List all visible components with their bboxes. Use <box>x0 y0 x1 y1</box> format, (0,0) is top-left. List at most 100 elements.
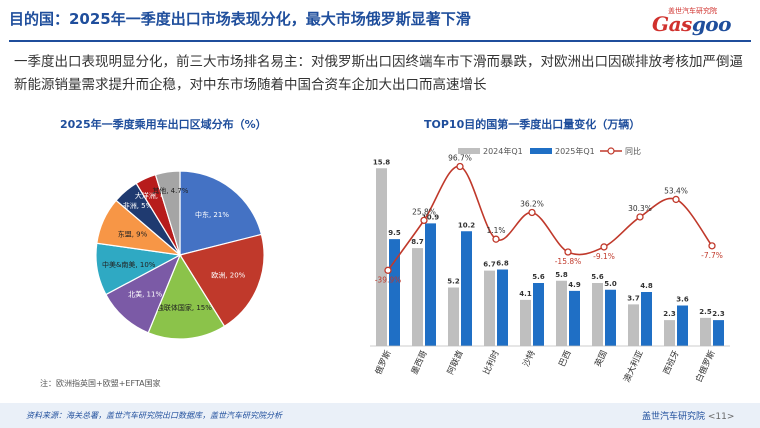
bar-2024-7 <box>628 304 639 346</box>
legend-swatch-1 <box>530 148 552 154</box>
category-label-1: 墨西哥 <box>410 349 430 377</box>
bar-line-chart: 2024年Q1 2025年Q1 同比 15.8 9.5 俄罗斯 8.7 10.9 墨西哥 5.2 1… <box>370 146 730 384</box>
yoy-label-5: -15.8% <box>555 257 582 266</box>
category-label-3: 比利时 <box>481 348 502 376</box>
pie-slice-0 <box>179 170 263 256</box>
yoy-point-1 <box>420 216 428 225</box>
category-label-5: 巴西 <box>557 349 573 369</box>
footer-brand-name: 盖世汽车研究院 <box>642 412 706 422</box>
yoy-label-2: 96.7% <box>448 154 472 163</box>
bar-2024-label-1: 8.7 <box>411 238 424 246</box>
bar-2024-label-0: 15.8 <box>373 158 390 166</box>
source-note: 资料来源：海关总署，盖世汽车研究院出口数据库，盖世汽车研究院分析 <box>26 411 282 420</box>
bar-2024-label-2: 5.2 <box>447 278 460 286</box>
legend-label-0: 2024年Q1 <box>483 146 523 156</box>
category-label-4: 沙特 <box>521 348 538 369</box>
yoy-point-7 <box>636 213 644 221</box>
yoy-label-3: 1.1% <box>486 226 505 235</box>
bar-2025-label-9: 2.3 <box>712 310 725 318</box>
yoy-label-7: 30.3% <box>628 204 652 213</box>
logo-cn-text: 盖世汽车研究院 <box>668 7 717 15</box>
bar-2025-label-0: 9.5 <box>388 229 401 237</box>
pie-label-4: 中美&南美, 10% <box>102 260 156 269</box>
bar-2024-label-9: 2.5 <box>699 308 712 316</box>
summary-text: 一季度出口表现明显分化，前三大市场排名易主：对俄罗斯出口因终端车市下滑而暴跌，对… <box>14 54 743 93</box>
legend-swatch-0 <box>458 148 480 154</box>
title-divider <box>9 40 751 42</box>
bar-2024-5 <box>556 280 567 346</box>
yoy-point-3 <box>492 235 500 243</box>
bar-2024-label-6: 5.6 <box>591 273 604 281</box>
bar-2024-label-4: 4.1 <box>519 290 532 298</box>
yoy-point-4 <box>528 208 536 217</box>
bar-2025-3 <box>497 269 508 346</box>
pie-label-6: 非洲, 5% <box>123 201 153 210</box>
logo-en-b: goo <box>691 12 732 36</box>
bar-2025-9 <box>713 320 724 346</box>
yoy-point-0 <box>384 266 392 274</box>
legend-marker-2 <box>607 147 615 155</box>
yoy-point-8 <box>672 195 680 204</box>
logo-en-text: Gasgoo <box>652 12 731 36</box>
yoy-label-1: 25.8% <box>412 207 436 216</box>
bar-2024-label-5: 5.8 <box>555 271 568 279</box>
yoy-label-0: -39.9% <box>375 275 402 284</box>
bar-2025-5 <box>569 290 580 346</box>
category-label-0: 俄罗斯 <box>373 348 394 376</box>
category-label-8: 西班牙 <box>661 349 682 377</box>
yoy-point-9 <box>708 242 716 250</box>
pie-label-1: 欧洲, 20% <box>211 270 245 279</box>
yoy-point-2 <box>456 162 464 171</box>
yoy-point-5 <box>564 248 572 256</box>
category-label-7: 澳大利亚 <box>621 348 646 384</box>
bar-2024-label-8: 2.3 <box>663 310 676 318</box>
bar-2025-2 <box>461 231 472 346</box>
bar-2024-4 <box>520 299 531 346</box>
bar-2025-1 <box>425 223 436 346</box>
pie-chart-title: 2025年一季度乘用车出口区域分布（%） <box>60 118 267 131</box>
pie-slice-1 <box>179 233 265 328</box>
bar-chart-title: TOP10目的国第一季度出口量变化（万辆） <box>424 118 641 131</box>
bar-2024-label-3: 6.7 <box>483 261 496 269</box>
bar-2025-0 <box>389 239 400 346</box>
pie-chart: 中东, 21% 欧洲, 20% 独联体国家, 15% 北美, 11% 中美&南美, 10… <box>95 170 265 340</box>
yoy-label-8: 53.4% <box>664 186 688 195</box>
category-label-6: 英国 <box>593 349 610 369</box>
pie-chart-note: 注：欧洲指英国+欧盟+EFTA国家 <box>40 379 161 388</box>
bar-2024-9 <box>700 317 711 346</box>
legend-label-1: 2025年Q1 <box>555 146 595 156</box>
logo-en-a: Gas <box>652 12 692 36</box>
yoy-label-9: -7.7% <box>701 251 723 260</box>
pie-label-7: 大洋洲, 4% <box>135 191 172 200</box>
pie-label-0: 中东, 21% <box>195 210 229 219</box>
bar-2024-0 <box>376 168 387 346</box>
bar-2025-label-8: 3.6 <box>676 296 689 304</box>
bar-2024-8 <box>664 320 675 346</box>
bar-2024-label-7: 3.7 <box>627 294 640 302</box>
bar-2025-8 <box>677 305 688 346</box>
bar-2025-7 <box>641 292 652 346</box>
page-title: 目的国：2025年一季度出口市场表现分化，最大市场俄罗斯显著下滑 <box>9 10 471 28</box>
pie-slice-2 <box>147 253 226 340</box>
yoy-line <box>387 165 713 271</box>
pie-label-2: 独联体国家, 15% <box>157 303 212 312</box>
yoy-point-6 <box>600 243 608 251</box>
bar-2025-label-3: 6.8 <box>496 260 509 268</box>
pie-label-8: 其他, 4.7% <box>152 186 189 195</box>
gasgoo-logo: 盖世汽车研究院 Gasgoo <box>646 6 750 40</box>
bar-2024-2 <box>448 287 459 346</box>
footer-brand: 盖世汽车研究院 <11> <box>642 409 734 422</box>
pie-label-3: 北美, 11% <box>128 290 162 299</box>
category-label-2: 阿联酋 <box>445 348 466 376</box>
pie-label-5: 东盟, 9% <box>118 230 148 239</box>
bar-2025-label-6: 5.0 <box>604 280 617 288</box>
bar-2025-label-7: 4.8 <box>640 282 653 290</box>
bar-2025-label-5: 4.9 <box>568 281 581 289</box>
yoy-label-4: 36.2% <box>520 199 544 208</box>
bar-2025-4 <box>533 283 544 346</box>
bar-2025-6 <box>605 289 616 346</box>
pie-slice-8 <box>154 170 181 256</box>
footer-bar <box>0 403 760 428</box>
bar-2025-label-1: 10.9 <box>422 213 439 221</box>
legend-label-2: 同比 <box>625 146 641 156</box>
